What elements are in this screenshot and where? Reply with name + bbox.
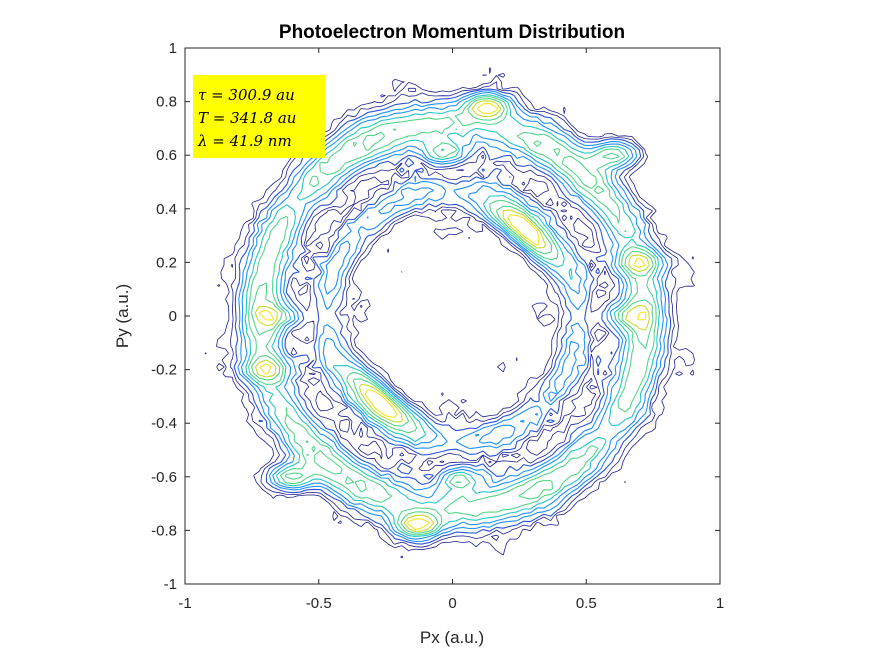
x-tick-label: -0.5	[306, 595, 332, 612]
annotation-value: = 300.9 au	[206, 86, 294, 104]
annotation-line: τ = 300.9 au	[198, 86, 295, 104]
x-tick-label: 1	[716, 595, 724, 612]
y-tick-label: -1	[164, 576, 177, 593]
chart-title: Photoelectron Momentum Distribution	[279, 22, 625, 43]
annotation-background	[193, 75, 325, 158]
y-tick-label: 1	[169, 40, 177, 57]
y-tick-label: 0.4	[156, 201, 177, 218]
contour-layer	[204, 67, 695, 559]
y-tick-label: 0	[169, 308, 177, 325]
y-tick-label: -0.8	[151, 522, 177, 539]
annotation-value: = 341.8 au	[208, 109, 296, 127]
contour-level	[240, 91, 664, 540]
annotation-symbol: T	[198, 109, 209, 127]
contour-level	[237, 90, 669, 543]
plot-area: -1 -0.5 0 0.5 1 -1 -0.8 -0.6 -0.4 -0.2 0 0.2 0.4 0.6…	[151, 40, 724, 612]
contour-level	[251, 98, 654, 534]
parameter-annotation: τ = 300.9 auT = 341.8 auλ = 41.9 nm	[193, 75, 325, 158]
y-axis-label: Py (a.u.)	[113, 284, 132, 348]
contour-level	[258, 102, 647, 531]
annotation-symbol: λ	[197, 132, 208, 150]
annotation-line: T = 341.8 au	[198, 109, 296, 127]
y-axis: -1 -0.8 -0.6 -0.4 -0.2 0 0.2 0.4 0.6 0.8 1	[151, 40, 720, 593]
y-tick-label: 0.8	[156, 94, 177, 111]
y-tick-label: 0.2	[156, 254, 177, 271]
y-tick-label: 0.6	[156, 147, 177, 164]
y-tick-label: -0.6	[151, 469, 177, 486]
contour-level	[230, 81, 679, 548]
contour-level	[233, 88, 673, 545]
contour-level	[204, 67, 695, 559]
y-tick-label: -0.2	[151, 362, 177, 379]
annotation-value: = 41.9 nm	[208, 132, 292, 150]
x-axis-label: Px (a.u.)	[420, 628, 484, 647]
x-tick-label: 0	[448, 595, 456, 612]
annotation-symbol: τ	[198, 86, 207, 104]
x-tick-label: -1	[178, 595, 191, 612]
contour-level	[254, 100, 650, 533]
x-tick-label: 0.5	[576, 595, 597, 612]
contour-level	[247, 96, 657, 536]
x-axis: -1 -0.5 0 0.5 1	[178, 48, 724, 612]
y-tick-label: -0.4	[151, 415, 177, 432]
contour-level	[244, 94, 661, 537]
annotation-line: λ = 41.9 nm	[197, 132, 292, 150]
